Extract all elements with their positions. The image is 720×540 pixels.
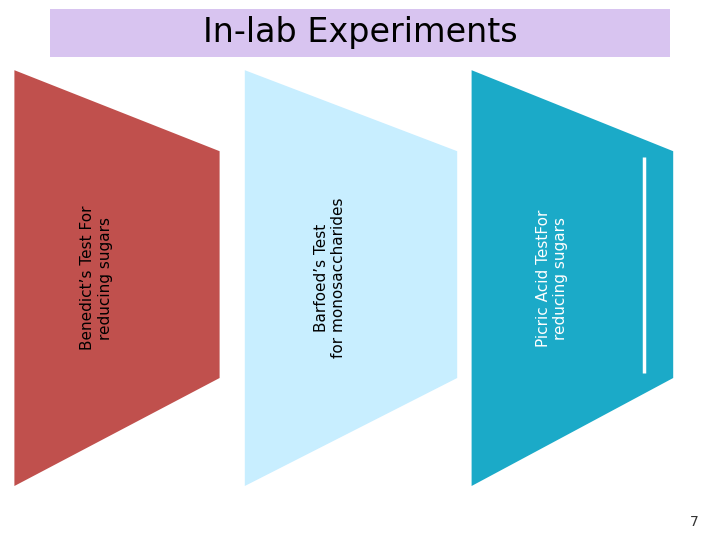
- Text: Benedict’s Test For
reducing sugars: Benedict’s Test For reducing sugars: [80, 206, 112, 350]
- Polygon shape: [14, 70, 220, 486]
- Text: Picric Acid TestFor
reducing sugars: Picric Acid TestFor reducing sugars: [536, 210, 569, 347]
- Text: In-lab Experiments: In-lab Experiments: [203, 16, 517, 50]
- Text: Barfoed’s Test
for monosaccharides: Barfoed’s Test for monosaccharides: [314, 198, 346, 359]
- Text: 7: 7: [690, 515, 698, 529]
- Polygon shape: [472, 70, 673, 486]
- Polygon shape: [245, 70, 457, 486]
- FancyBboxPatch shape: [50, 9, 670, 57]
